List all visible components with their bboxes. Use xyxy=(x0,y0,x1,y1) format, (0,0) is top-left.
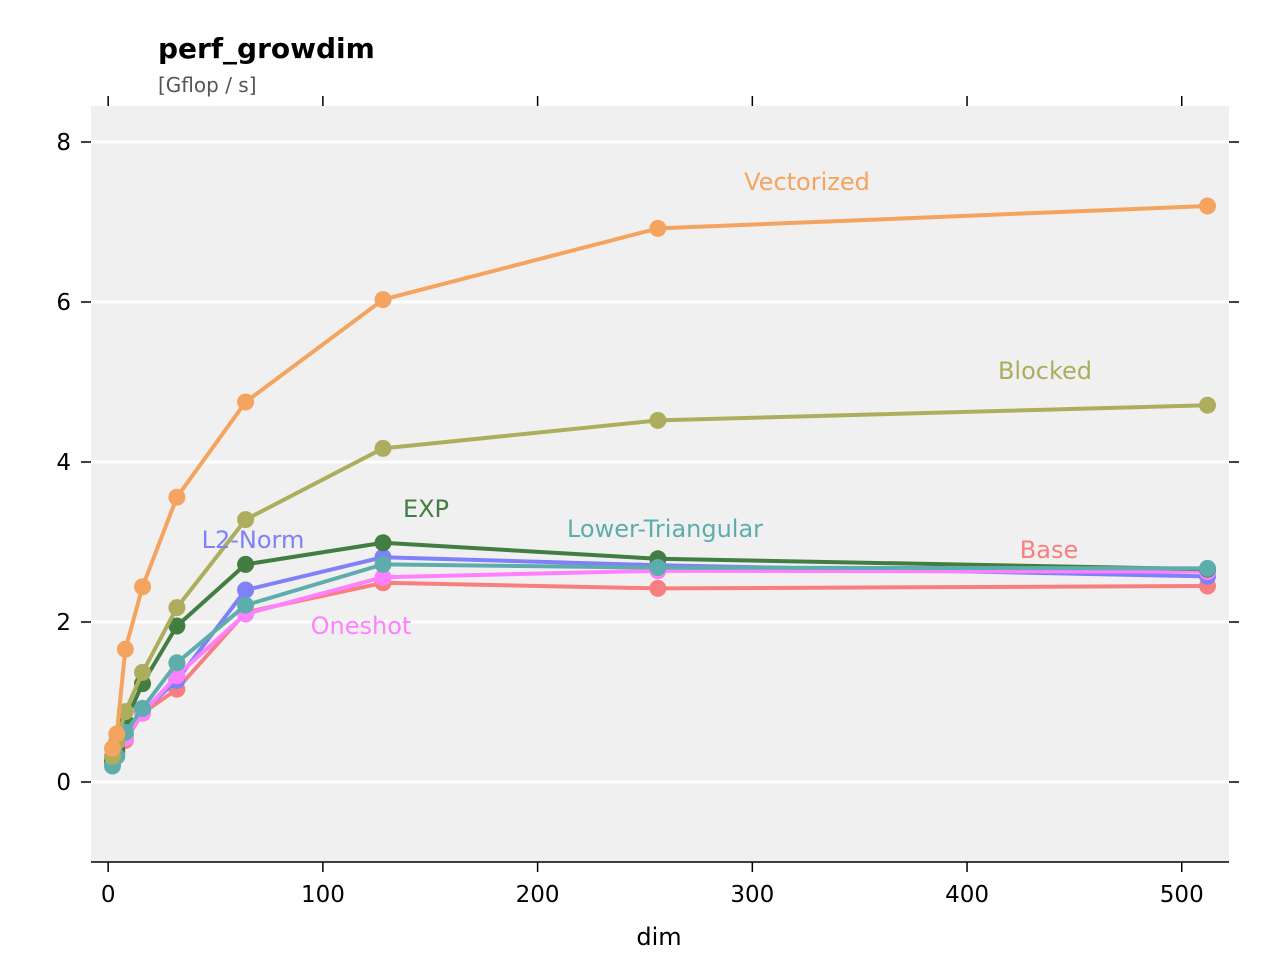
data-point xyxy=(649,219,667,237)
data-point xyxy=(649,579,667,597)
series-labels: Base L2-Norm Oneshot EXP Lower-Triangular Blo… xyxy=(202,168,1092,640)
series-label: EXP xyxy=(403,495,449,523)
data-point xyxy=(237,511,255,529)
x-axis-label: dim xyxy=(636,923,681,951)
data-point xyxy=(374,291,392,309)
data-point xyxy=(374,555,392,573)
data-point xyxy=(168,617,186,635)
y-tick-label: 6 xyxy=(56,290,71,316)
x-tick-label: 200 xyxy=(516,882,560,908)
data-point xyxy=(1199,197,1217,215)
data-point xyxy=(168,654,186,672)
series-label: Vectorized xyxy=(744,168,870,196)
data-point xyxy=(168,488,186,506)
data-point xyxy=(1199,396,1217,414)
grid-lines xyxy=(91,140,1229,784)
x-tick-label: 0 xyxy=(101,882,116,908)
data-point xyxy=(649,411,667,429)
chart-title: perf_growdim xyxy=(158,32,375,65)
series-label: L2-Norm xyxy=(202,526,305,554)
data-point xyxy=(237,393,255,411)
data-point xyxy=(237,596,255,614)
data-point xyxy=(374,534,392,552)
series-vectorized xyxy=(103,197,1217,757)
series-label: Blocked xyxy=(998,357,1092,385)
x-tick-label: 400 xyxy=(945,882,989,908)
y-tick-label: 8 xyxy=(56,130,71,156)
y-tick-label: 0 xyxy=(56,770,71,796)
data-point xyxy=(108,725,126,743)
series-label: Base xyxy=(1020,536,1078,564)
data-point xyxy=(374,568,392,586)
plot-area xyxy=(91,106,1229,862)
data-point xyxy=(237,555,255,573)
x-tick-label: 300 xyxy=(730,882,774,908)
data-point xyxy=(237,581,255,599)
data-point xyxy=(134,663,152,681)
series-layer xyxy=(103,197,1217,775)
axes: 0 2 4 6 8 0 100 200 300 400 500 xyxy=(56,96,1239,908)
data-point xyxy=(134,578,152,596)
series-label: Oneshot xyxy=(311,612,412,640)
data-point xyxy=(1199,559,1217,577)
data-point xyxy=(374,439,392,457)
series-label: Lower-Triangular xyxy=(567,515,763,543)
data-point xyxy=(649,559,667,577)
chart-subtitle: [Gflop / s] xyxy=(158,73,257,97)
x-tick-label: 100 xyxy=(301,882,345,908)
y-tick-label: 4 xyxy=(56,450,71,476)
data-point xyxy=(168,599,186,617)
y-tick-label: 2 xyxy=(56,610,71,636)
data-point xyxy=(116,640,134,658)
data-point xyxy=(134,699,152,717)
data-point xyxy=(103,739,121,757)
x-tick-label: 500 xyxy=(1160,882,1204,908)
